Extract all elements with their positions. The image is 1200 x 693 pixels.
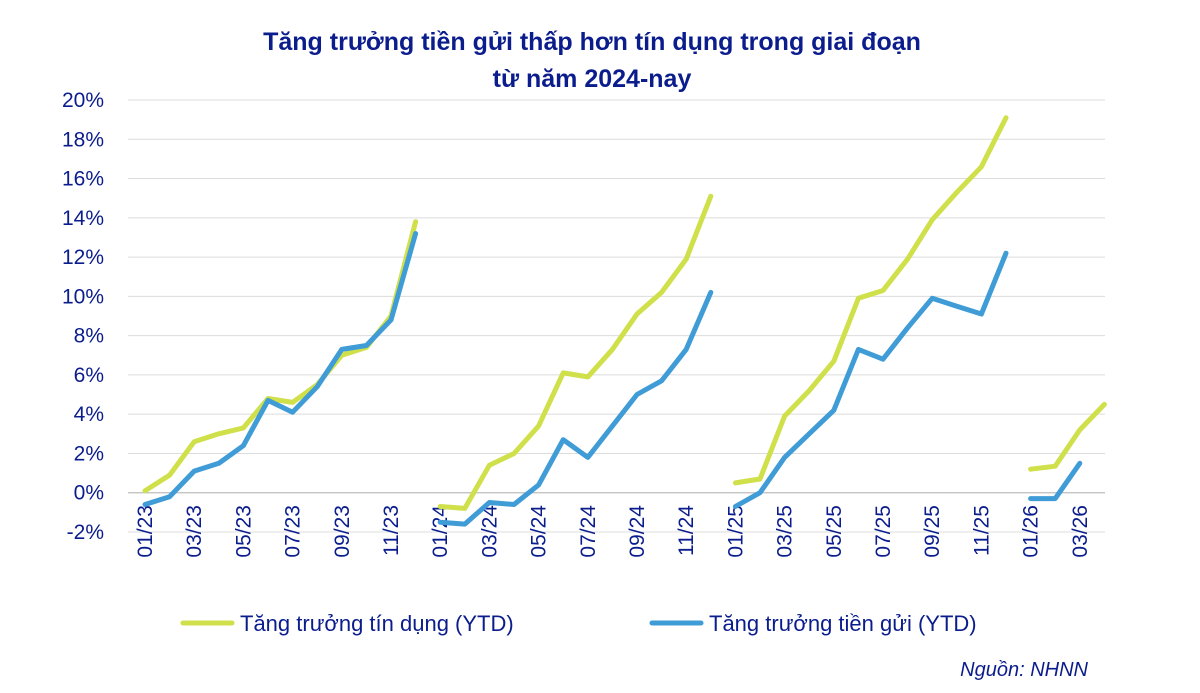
series-line-deposit: [142, 231, 419, 507]
series-line-deposit: [1028, 460, 1083, 502]
x-tick-label: 09/23: [331, 505, 354, 558]
y-tick-label: 12%: [62, 246, 104, 269]
x-tick-label: 11/23: [380, 505, 403, 556]
legend-label-deposit: Tăng trưởng tiền gửi (YTD): [709, 611, 977, 636]
series-line-credit: [142, 219, 419, 494]
x-tick-label: 07/24: [577, 505, 600, 558]
x-axis-ticks: 01/23 03/23 05/23 07/23 09/23 11/23 01/24 03/24…: [134, 505, 1092, 558]
y-tick-label: 0%: [74, 482, 104, 505]
legend-label-credit: Tăng trưởng tín dụng (YTD): [240, 611, 514, 636]
x-tick-label: 09/25: [921, 505, 944, 558]
x-tick-label: 09/24: [626, 505, 649, 558]
gridlines: [128, 99, 1105, 533]
x-tick-label: 11/24: [675, 505, 698, 556]
source-note: Nguồn: NHNN: [960, 659, 1088, 681]
x-tick-label: 05/25: [823, 505, 846, 558]
y-tick-label: -2%: [67, 521, 104, 544]
x-tick-label: 05/23: [232, 505, 255, 558]
x-tick-label: 11/25: [970, 505, 993, 556]
y-tick-label: 6%: [74, 364, 104, 387]
chart-title-line-2: từ năm 2024-nay: [493, 65, 692, 93]
series-line-credit: [1028, 401, 1107, 472]
x-tick-label: 01/25: [724, 505, 747, 558]
x-tick-label: 03/26: [1069, 505, 1092, 558]
series-line-credit: [732, 115, 1009, 486]
x-tick-label: 01/24: [429, 505, 452, 558]
chart-title-line-1: Tăng trưởng tiền gửi thấp hơn tín dụng t…: [263, 28, 921, 56]
x-tick-label: 07/23: [282, 505, 305, 558]
y-tick-label: 18%: [62, 128, 104, 151]
y-tick-label: 4%: [74, 403, 104, 426]
x-tick-label: 03/25: [774, 505, 797, 558]
x-tick-label: 03/24: [478, 505, 501, 558]
x-tick-label: 01/26: [1020, 505, 1043, 558]
legend: Tăng trưởng tín dụng (YTD) Tăng trưởng t…: [180, 611, 977, 636]
y-tick-label: 8%: [74, 325, 104, 348]
y-tick-label: 16%: [62, 168, 104, 191]
series-lines: [142, 115, 1107, 527]
y-tick-label: 2%: [74, 442, 104, 465]
x-tick-label: 01/23: [134, 505, 157, 558]
y-axis-ticks: -2% 0% 2% 4% 6% 8% 10% 12% 14% 16% 18% 20%: [62, 89, 104, 544]
series-line-deposit: [437, 289, 714, 527]
x-tick-label: 03/23: [183, 505, 206, 558]
y-tick-label: 14%: [62, 207, 104, 230]
series-line-deposit: [732, 250, 1009, 509]
series-line-credit: [437, 193, 714, 511]
x-tick-label: 05/24: [528, 505, 551, 558]
y-tick-label: 10%: [62, 285, 104, 308]
y-tick-label: 20%: [62, 89, 104, 112]
x-tick-label: 07/25: [872, 505, 895, 558]
